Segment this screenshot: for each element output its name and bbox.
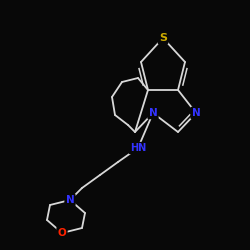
- Text: N: N: [148, 108, 158, 118]
- Text: HN: HN: [130, 143, 146, 153]
- Text: N: N: [66, 195, 74, 205]
- Text: S: S: [159, 33, 167, 43]
- Text: O: O: [58, 228, 66, 238]
- Text: N: N: [192, 108, 200, 118]
